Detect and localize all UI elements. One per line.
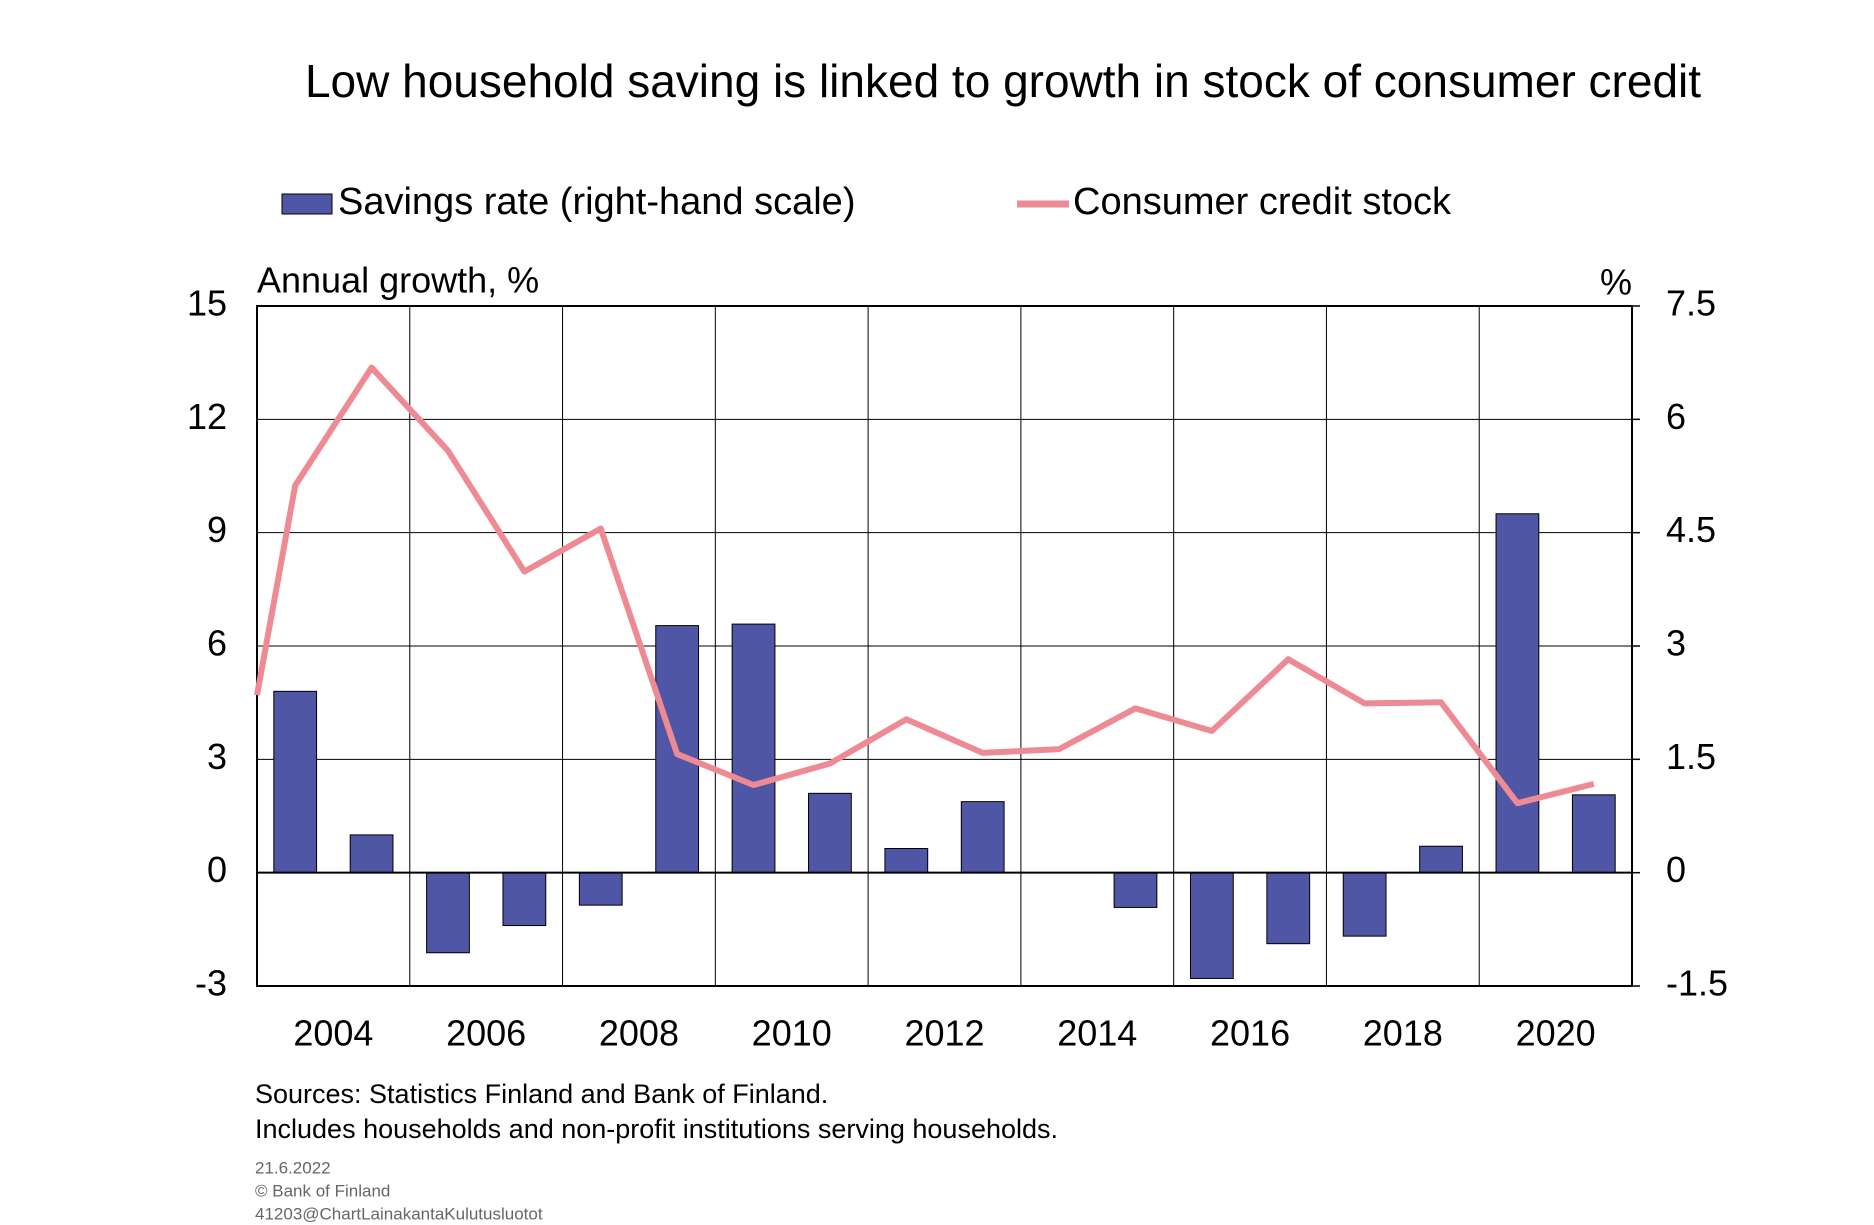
bar bbox=[884, 847, 929, 874]
y-axis-label: Annual growth, % bbox=[257, 260, 539, 301]
footer: 41203@ChartLainakantaKulutusluotot bbox=[255, 1204, 543, 1223]
y-tick-label: -3 bbox=[195, 963, 227, 1004]
bar bbox=[808, 792, 852, 874]
chart-title: Low household saving is linked to growth… bbox=[305, 55, 1701, 107]
bar bbox=[273, 690, 318, 874]
bar bbox=[426, 872, 470, 954]
x-tick-label: 2008 bbox=[599, 1013, 679, 1054]
bar bbox=[1342, 872, 1387, 937]
y2-tick-label: 1.5 bbox=[1666, 736, 1716, 777]
bar bbox=[1571, 794, 1616, 874]
legend-label: Savings rate (right-hand scale) bbox=[338, 181, 855, 223]
legend-swatch bbox=[281, 193, 333, 215]
x-tick-label: 2006 bbox=[446, 1013, 526, 1054]
bar bbox=[502, 872, 547, 927]
bar bbox=[1495, 513, 1540, 874]
x-tick-label: 2020 bbox=[1516, 1013, 1596, 1054]
y-tick-label: 12 bbox=[187, 396, 227, 437]
bar bbox=[1266, 872, 1311, 945]
note: Includes households and non-profit insti… bbox=[255, 1114, 1058, 1144]
note: Sources: Statistics Finland and Bank of … bbox=[255, 1079, 828, 1109]
y2-tick-label: 3 bbox=[1666, 623, 1686, 664]
bar bbox=[349, 834, 394, 874]
y2-tick-label: -1.5 bbox=[1666, 963, 1728, 1004]
bar bbox=[731, 623, 776, 874]
x-tick-label: 2014 bbox=[1057, 1013, 1137, 1054]
y-tick-label: 0 bbox=[207, 849, 227, 890]
bar bbox=[1113, 872, 1158, 908]
y-tick-label: 15 bbox=[187, 283, 227, 324]
bar bbox=[578, 872, 623, 906]
bar bbox=[1419, 845, 1463, 874]
bar bbox=[960, 801, 1005, 874]
x-tick-label: 2018 bbox=[1363, 1013, 1443, 1054]
plot-frame bbox=[256, 305, 1633, 987]
y2-tick-label: 7.5 bbox=[1666, 283, 1716, 324]
y2-tick-label: 4.5 bbox=[1666, 509, 1716, 550]
line bbox=[254, 364, 1595, 807]
x-tick-label: 2010 bbox=[752, 1013, 832, 1054]
legend-label: Consumer credit stock bbox=[1073, 181, 1452, 223]
y-tick-label: 9 bbox=[207, 509, 227, 550]
footer: © Bank of Finland bbox=[255, 1181, 390, 1200]
x-tick-label: 2004 bbox=[293, 1013, 373, 1054]
y2-tick-label: 6 bbox=[1666, 396, 1686, 437]
y-tick-label: 6 bbox=[207, 623, 227, 664]
footer: 21.6.2022 bbox=[255, 1158, 331, 1177]
x-tick-label: 2012 bbox=[904, 1013, 984, 1054]
y2-axis-label: % bbox=[1600, 262, 1632, 303]
x-tick-label: 2016 bbox=[1210, 1013, 1290, 1054]
y-tick-label: 3 bbox=[207, 736, 227, 777]
bar bbox=[1189, 872, 1234, 979]
y2-tick-label: 0 bbox=[1666, 849, 1686, 890]
